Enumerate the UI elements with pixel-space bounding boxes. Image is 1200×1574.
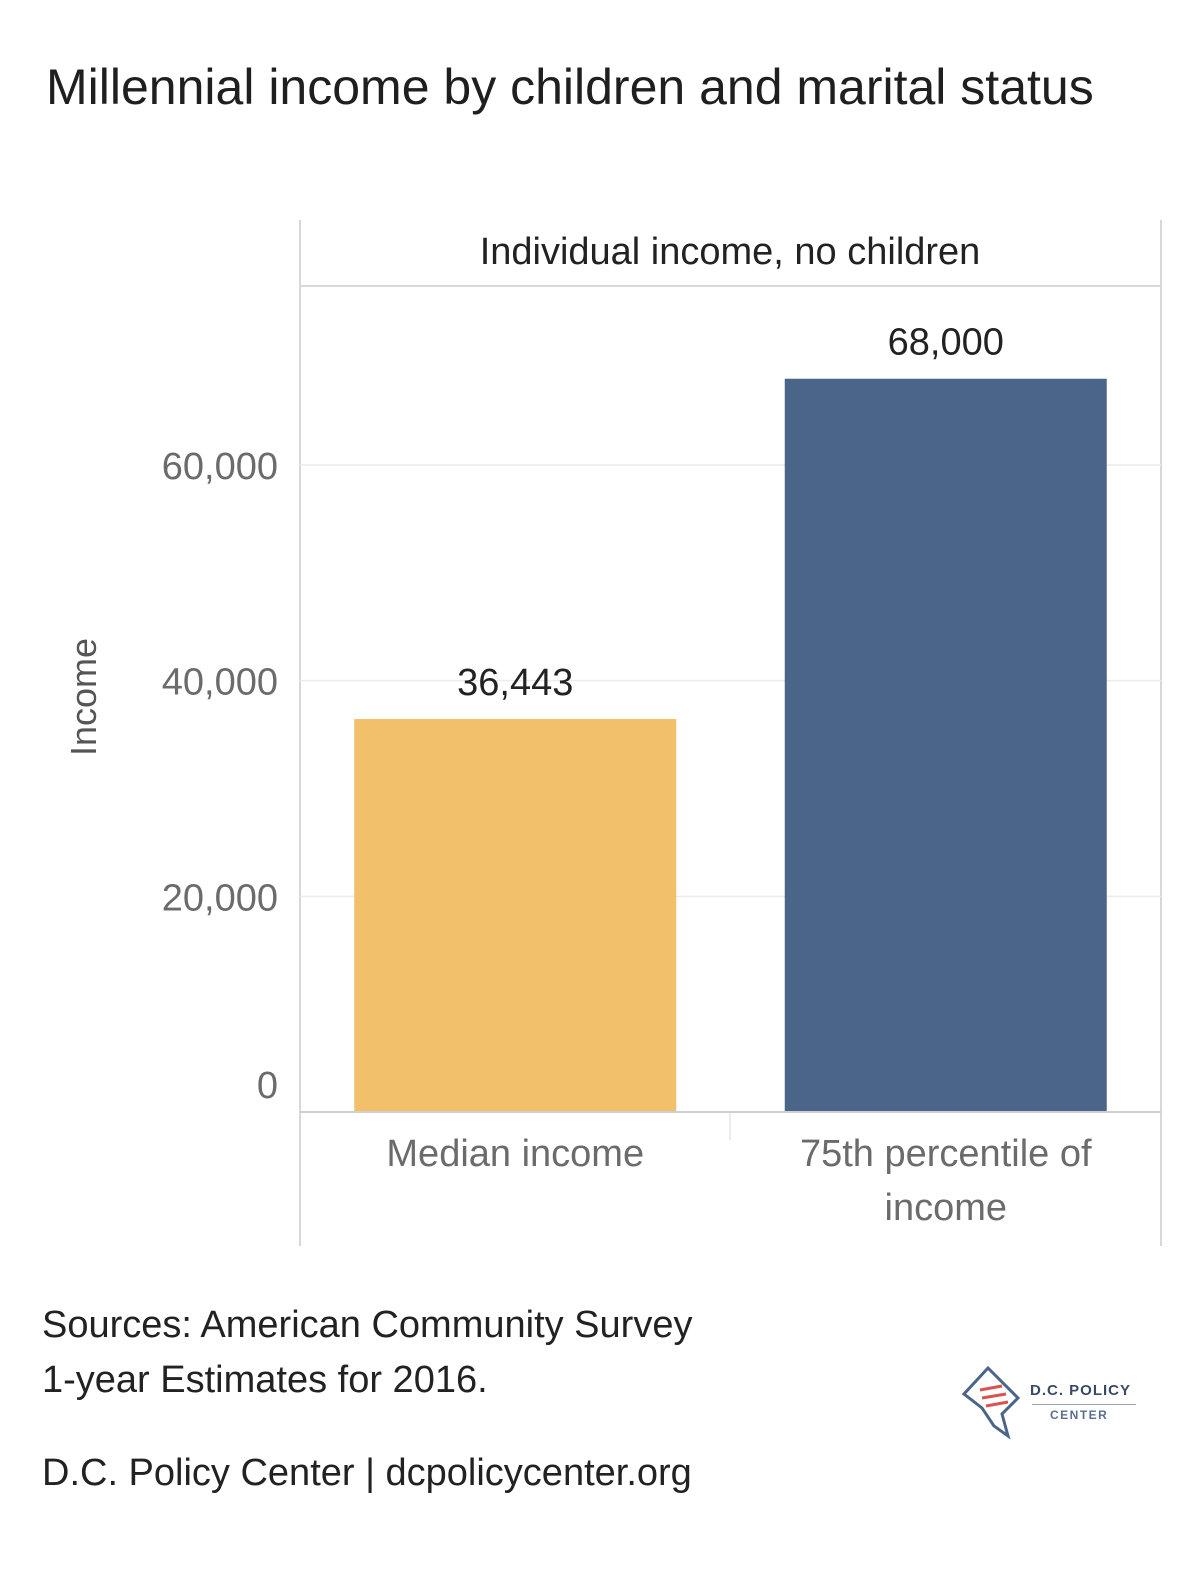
chart-frame — [299, 220, 1162, 1246]
y-tick-label: 0 — [257, 1065, 278, 1107]
y-tick-label: 60,000 — [162, 446, 278, 488]
bars — [354, 378, 1107, 1112]
x-tick-labels: Median income 75th percentile of income — [386, 1133, 1092, 1229]
x-tick-label: Median income — [386, 1133, 644, 1175]
value-label: 68,000 — [888, 322, 1004, 364]
credit-line: D.C. Policy Center | dcpolicycenter.org — [42, 1452, 692, 1494]
value-labels: 36,443 68,000 — [457, 322, 1004, 704]
bar — [784, 378, 1107, 1112]
sources-line-1: Sources: American Community Survey — [42, 1304, 693, 1346]
y-tick-labels: 0 20,000 40,000 60,000 — [162, 446, 278, 1107]
logo-text-line-1: D.C. POLICY — [1030, 1382, 1132, 1399]
logo-rule — [1032, 1404, 1136, 1405]
bar — [354, 719, 677, 1112]
logo-text-line-2: CENTER — [1050, 1408, 1109, 1422]
x-tick-label: 75th percentile of — [800, 1133, 1092, 1175]
value-label: 36,443 — [457, 662, 573, 704]
x-tick-label: income — [885, 1187, 1008, 1229]
chart-title: Millennial income by children and marita… — [46, 59, 1094, 115]
dc-map-icon — [961, 1365, 1021, 1440]
y-tick-label: 20,000 — [162, 877, 278, 919]
y-tick-label: 40,000 — [162, 662, 278, 704]
bar-chart: Individual income, no children Income 0 2… — [63, 220, 1162, 1246]
panel-title: Individual income, no children — [480, 231, 981, 273]
sources-line-2: 1-year Estimates for 2016. — [42, 1359, 488, 1401]
y-axis-label: Income — [63, 638, 104, 756]
dc-policy-center-logo: D.C. POLICY CENTER — [958, 1364, 1158, 1444]
sources-note: Sources: American Community Survey 1-yea… — [42, 1298, 862, 1408]
